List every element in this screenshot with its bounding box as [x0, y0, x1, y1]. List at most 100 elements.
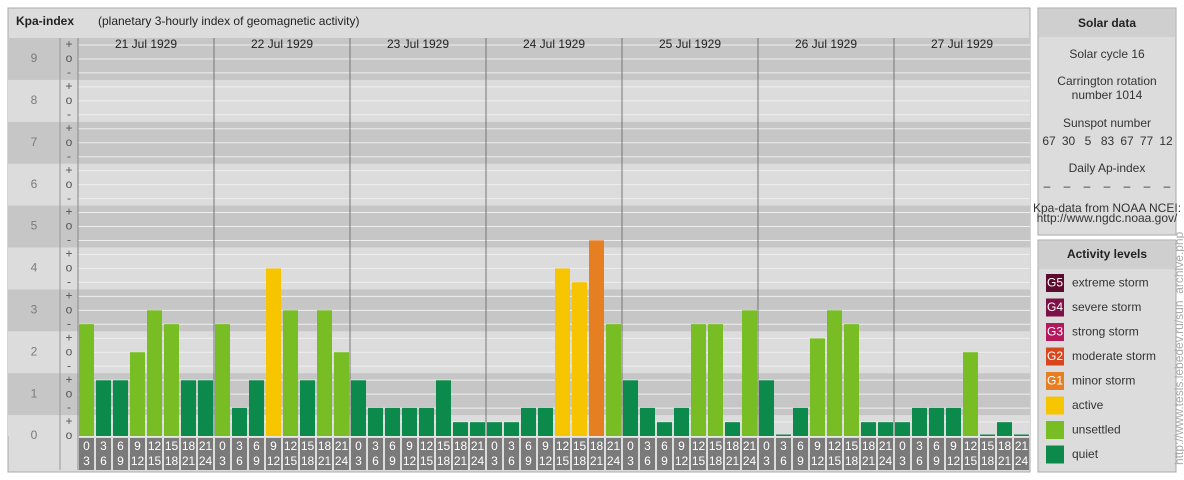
y-tick-label: 3 [31, 302, 38, 316]
source: http://www.ngdc.noaa.gov/ [1037, 211, 1178, 225]
minor-tick-label: - [67, 233, 71, 247]
hour-start: 0 [763, 439, 770, 453]
hour-end: 18 [437, 454, 451, 468]
hour-end: 24 [199, 454, 213, 468]
hour-start: 21 [335, 439, 349, 453]
bar [453, 422, 468, 436]
hour-box [878, 438, 893, 470]
hour-start: 15 [709, 439, 723, 453]
level-code: G4 [1047, 300, 1063, 314]
hour-start: 15 [301, 439, 315, 453]
hour-end: 15 [148, 454, 162, 468]
bar [419, 407, 434, 436]
hour-end: 3 [899, 454, 906, 468]
hour-start: 21 [1015, 439, 1029, 453]
hour-box [895, 438, 910, 470]
hour-start: 3 [372, 439, 379, 453]
bar [691, 324, 706, 436]
ap-value: – [1104, 179, 1111, 193]
hour-box [827, 438, 842, 470]
ap-value: – [1144, 179, 1151, 193]
hour-box [793, 438, 808, 470]
hour-end: 12 [267, 454, 281, 468]
hour-box [742, 438, 757, 470]
hour-box [963, 438, 978, 470]
minor-tick-label: + [65, 79, 72, 93]
ap-value: – [1044, 179, 1051, 193]
hour-box [980, 438, 995, 470]
minor-tick-label: o [66, 428, 73, 442]
hour-box [419, 438, 434, 470]
bar [606, 324, 621, 436]
hour-box [198, 438, 213, 470]
bar [708, 324, 723, 436]
hour-box [572, 438, 587, 470]
hour-box [215, 438, 230, 470]
hour-end: 6 [780, 454, 787, 468]
hour-start: 15 [573, 439, 587, 453]
bar [589, 240, 604, 436]
bar [844, 324, 859, 436]
minor-tick-label: o [66, 261, 73, 275]
hour-box [436, 438, 451, 470]
panel-header [1039, 9, 1175, 37]
source: Kpa-data from NOAA NCEI: [1033, 201, 1181, 215]
hour-end: 3 [627, 454, 634, 468]
level-swatch [1046, 323, 1064, 341]
sunspot-value: 30 [1062, 134, 1076, 148]
hour-box [521, 438, 536, 470]
minor-tick-label: o [66, 135, 73, 149]
hour-box [232, 438, 247, 470]
bar [793, 407, 808, 436]
bar [436, 380, 451, 436]
hour-box [181, 438, 196, 470]
y-tick-label: 5 [31, 219, 38, 233]
hour-start: 6 [525, 439, 532, 453]
hour-end: 21 [454, 454, 468, 468]
hour-box [504, 438, 519, 470]
hour-start: 9 [950, 439, 957, 453]
hour-end: 21 [590, 454, 604, 468]
hour-box [929, 438, 944, 470]
hour-box [317, 438, 332, 470]
hour-start: 9 [134, 439, 141, 453]
hour-start: 21 [471, 439, 485, 453]
bar [164, 324, 179, 436]
hour-start: 3 [916, 439, 923, 453]
level-swatch [1046, 445, 1064, 464]
level-code: G2 [1047, 349, 1063, 363]
day-label: 24 Jul 1929 [523, 37, 585, 51]
hour-start: 9 [270, 439, 277, 453]
hour-box [249, 438, 264, 470]
bar [470, 422, 485, 436]
hour-start: 9 [678, 439, 685, 453]
hour-start: 21 [743, 439, 757, 453]
hour-box [861, 438, 876, 470]
day-label: 23 Jul 1929 [387, 37, 449, 51]
minor-tick-label: + [65, 121, 72, 135]
hour-start: 3 [236, 439, 243, 453]
bar [827, 310, 842, 436]
hour-end: 15 [828, 454, 842, 468]
hour-box [368, 438, 383, 470]
hour-box [691, 438, 706, 470]
hour-box [300, 438, 315, 470]
bar [1014, 434, 1029, 436]
hour-box [79, 438, 94, 470]
level-code: G1 [1047, 374, 1063, 388]
hour-start: 6 [389, 439, 396, 453]
y-tick-label: 2 [31, 344, 38, 358]
level-swatch [1046, 274, 1064, 292]
bar [742, 310, 757, 436]
y-tick-label: 6 [31, 177, 38, 191]
hour-end: 21 [998, 454, 1012, 468]
hour-end: 9 [253, 454, 260, 468]
minor-tick-label: - [67, 358, 71, 372]
hour-start: 0 [219, 439, 226, 453]
hour-end: 15 [692, 454, 706, 468]
bar [963, 352, 978, 436]
hour-start: 6 [661, 439, 668, 453]
hour-start: 0 [491, 439, 498, 453]
bar [402, 407, 417, 436]
hour-end: 18 [301, 454, 315, 468]
